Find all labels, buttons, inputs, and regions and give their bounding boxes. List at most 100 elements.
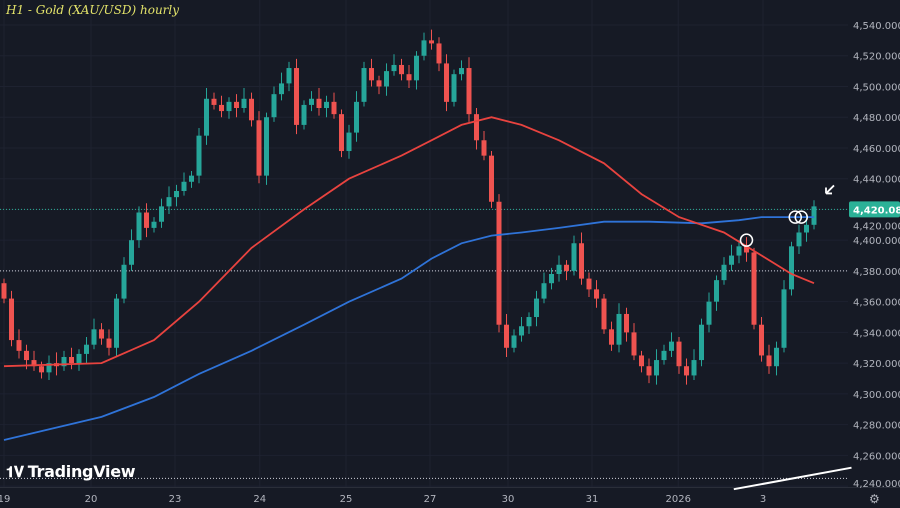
- candle: [781, 280, 787, 353]
- candle: [204, 88, 209, 145]
- trendline: [733, 466, 852, 491]
- candle: [556, 255, 562, 282]
- candle-body: [804, 224, 809, 233]
- candle: [579, 232, 584, 285]
- candle: [729, 244, 734, 271]
- candle-body: [669, 341, 674, 351]
- candle-body: [616, 313, 622, 345]
- candle-body: [789, 246, 794, 290]
- candle-body: [706, 301, 712, 325]
- candle: [624, 307, 629, 342]
- candle-body: [1, 283, 7, 299]
- candle-body: [796, 232, 802, 247]
- candle: [241, 88, 247, 113]
- candle: [489, 151, 494, 208]
- candle: [399, 58, 404, 81]
- x-tick-label: 30: [502, 494, 515, 505]
- candle-body: [39, 366, 44, 373]
- candle: [594, 280, 599, 308]
- candle-body: [481, 140, 487, 156]
- moving-average-blue: [3, 216, 814, 441]
- candle: [796, 224, 802, 255]
- candle-body: [751, 252, 757, 325]
- candle-body: [196, 135, 202, 176]
- candle: [459, 60, 464, 81]
- candle: [144, 203, 149, 238]
- candle-body: [451, 74, 457, 102]
- candle: [444, 54, 449, 112]
- candle: [16, 329, 22, 359]
- candle: [736, 240, 742, 264]
- candle: [301, 100, 307, 130]
- candle: [451, 69, 457, 107]
- candle: [211, 92, 217, 110]
- candle-body: [211, 98, 217, 105]
- candle-body: [264, 117, 269, 176]
- candle-body: [594, 289, 599, 299]
- candle: [586, 272, 592, 298]
- candle-body: [399, 64, 404, 75]
- candle-body: [136, 212, 142, 241]
- y-tick-label: 4,540.000: [853, 21, 900, 32]
- x-tick-label: 27: [424, 494, 437, 505]
- candle: [226, 97, 232, 119]
- candle-body: [534, 298, 539, 318]
- candle: [774, 341, 779, 376]
- arrow-head: [825, 187, 832, 195]
- candle-body: [46, 363, 52, 373]
- candle: [676, 337, 682, 374]
- candle: [481, 131, 487, 161]
- candle-body: [159, 206, 164, 222]
- candle-body: [84, 344, 89, 354]
- candle-body: [384, 71, 389, 87]
- candle: [279, 72, 284, 101]
- candle-body: [429, 40, 434, 44]
- candle: [46, 355, 52, 381]
- candle-body: [519, 326, 524, 336]
- candle: [706, 292, 712, 333]
- candle: [76, 349, 82, 371]
- candle-body: [24, 350, 29, 361]
- x-tick-label: 19: [0, 494, 10, 505]
- candle-body: [676, 341, 682, 367]
- candle-body: [729, 255, 734, 265]
- candle-body: [736, 246, 742, 256]
- x-tick-label: 20: [85, 494, 98, 505]
- candle: [519, 317, 524, 342]
- candle: [249, 92, 254, 127]
- candle: [534, 290, 539, 327]
- candle-body: [624, 313, 629, 333]
- y-tick-label: 4,500.000: [853, 82, 900, 93]
- candle: [219, 95, 224, 118]
- candle: [384, 63, 389, 96]
- candle-body: [721, 264, 727, 281]
- candle: [361, 61, 367, 107]
- candle: [331, 92, 337, 119]
- y-tick-label: 4,260.000: [853, 451, 900, 462]
- x-tick-label: 31: [586, 494, 599, 505]
- x-tick-label: 2026: [666, 494, 691, 505]
- candle: [376, 75, 382, 95]
- candle-body: [249, 98, 254, 121]
- candle: [159, 198, 164, 228]
- x-tick-label: 24: [253, 494, 266, 505]
- candle-body: [301, 104, 307, 125]
- candle-body: [579, 243, 584, 279]
- candle-body: [69, 356, 74, 364]
- candle: [429, 29, 434, 50]
- arrow-down-left-icon: [825, 184, 835, 195]
- candle: [691, 349, 697, 381]
- candle-body: [444, 63, 449, 102]
- candle: [601, 293, 607, 334]
- candle-body: [16, 340, 22, 351]
- candle-body: [526, 317, 532, 327]
- gear-icon[interactable]: ⚙: [869, 492, 880, 506]
- candle-body: [76, 353, 82, 364]
- candle-body: [316, 98, 322, 108]
- candle: [286, 61, 292, 92]
- highlight-circle: [739, 233, 754, 247]
- candle-body: [466, 68, 472, 115]
- candle: [234, 94, 239, 118]
